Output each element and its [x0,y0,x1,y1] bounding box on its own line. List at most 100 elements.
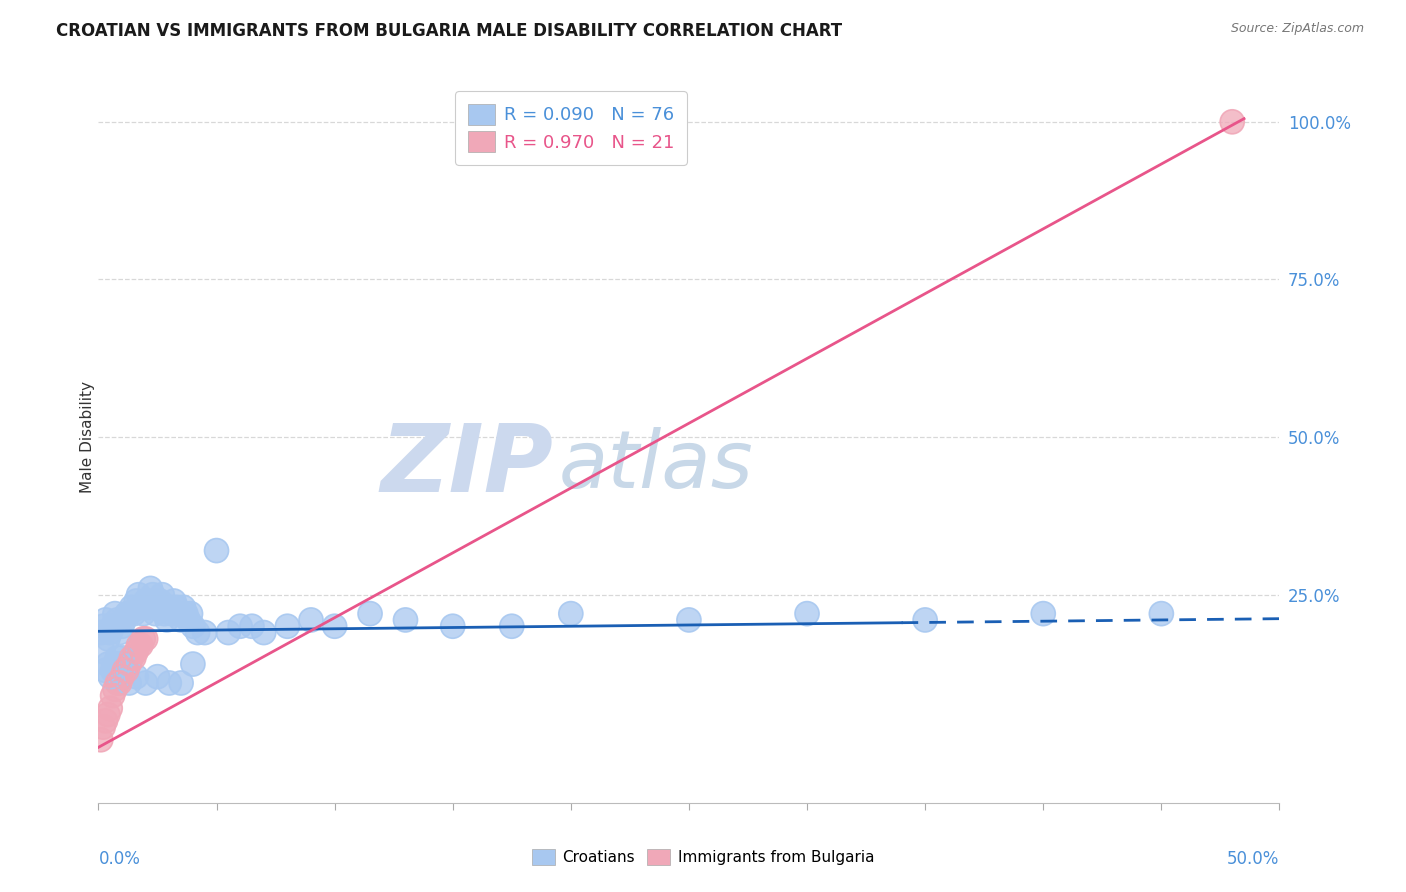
Legend: Croatians, Immigrants from Bulgaria: Croatians, Immigrants from Bulgaria [526,843,880,871]
Point [105,613,128,627]
Point [323,619,346,633]
Point [121,600,143,615]
Point [118,607,141,621]
Point [157,676,180,690]
Point [1150,607,1173,621]
Point [501,619,523,633]
Point [1220,115,1243,129]
Point [181,619,204,633]
Point [205,543,228,558]
Point [97,657,120,671]
Point [101,664,124,678]
Point [115,664,138,678]
Point [108,625,131,640]
Point [143,607,166,621]
Point [914,613,936,627]
Point [98,701,121,715]
Point [105,613,128,627]
Point [796,607,818,621]
Point [111,619,134,633]
Text: 0.0%: 0.0% [98,850,141,868]
Point [146,670,169,684]
Point [101,619,124,633]
Point [98,701,121,715]
Point [90,625,112,640]
Point [94,613,117,627]
Point [187,625,209,640]
Point [128,588,150,602]
Point [359,607,381,621]
Point [97,707,120,722]
Point [229,619,252,633]
Point [217,625,239,640]
Point [115,664,138,678]
Point [146,670,169,684]
Point [359,607,381,621]
Point [118,676,141,690]
Point [394,613,416,627]
Point [91,720,114,734]
Point [156,613,179,627]
Point [157,600,180,615]
Point [91,720,114,734]
Point [177,613,200,627]
Point [194,625,217,640]
Point [253,625,276,640]
Point [111,670,134,684]
Point [101,619,124,633]
Point [105,676,128,690]
Point [181,657,204,671]
Point [170,613,193,627]
Point [104,657,127,671]
Point [98,670,121,684]
Point [240,619,263,633]
Point [118,657,141,671]
Point [143,607,166,621]
Point [276,619,298,633]
Point [914,613,936,627]
Point [441,619,464,633]
Point [136,600,159,615]
Point [167,607,190,621]
Point [108,676,131,690]
Point [125,670,148,684]
Point [97,632,120,646]
Point [94,664,117,678]
Point [129,638,152,652]
Point [129,600,152,615]
Point [139,582,162,596]
Point [501,619,523,633]
Point [90,732,112,747]
Point [163,594,186,608]
Point [125,670,148,684]
Point [98,625,121,640]
Text: CROATIAN VS IMMIGRANTS FROM BULGARIA MALE DISABILITY CORRELATION CHART: CROATIAN VS IMMIGRANTS FROM BULGARIA MAL… [56,22,842,40]
Point [167,607,190,621]
Point [157,600,180,615]
Point [194,625,217,640]
Point [97,707,120,722]
Point [125,644,148,658]
Point [132,632,155,646]
Point [129,638,152,652]
Point [121,650,143,665]
Point [122,650,145,665]
Point [157,676,180,690]
Point [91,619,114,633]
Point [276,619,298,633]
Point [108,657,131,671]
Point [163,594,186,608]
Point [1032,607,1054,621]
Text: ZIP: ZIP [380,420,553,512]
Point [104,607,127,621]
Point [94,664,117,678]
Point [149,594,172,608]
Point [135,594,157,608]
Point [104,607,127,621]
Point [153,607,176,621]
Point [149,594,172,608]
Point [181,619,204,633]
Point [156,613,179,627]
Point [115,607,138,621]
Point [90,732,112,747]
